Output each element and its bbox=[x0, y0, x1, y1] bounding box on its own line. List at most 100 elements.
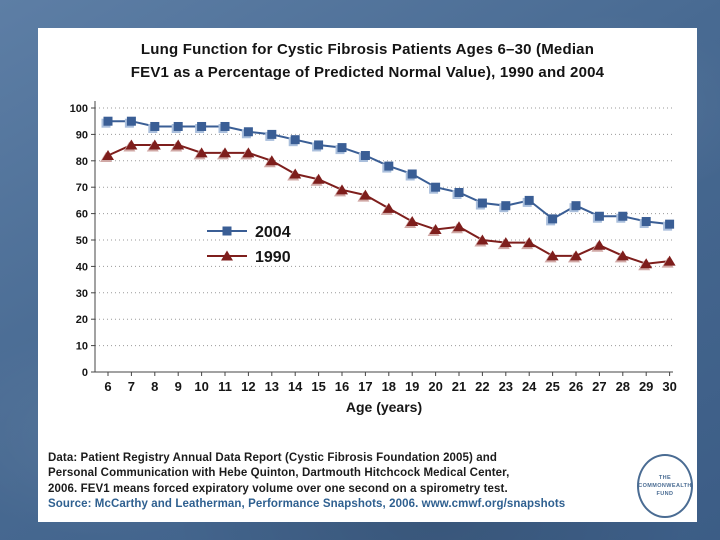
marker-2004-age-23 bbox=[501, 201, 511, 211]
marker-1990-age-19 bbox=[406, 216, 419, 227]
marker-1990-age-6 bbox=[102, 150, 114, 161]
marker-2004-age-26 bbox=[571, 201, 581, 211]
chart-title: Lung Function for Cystic Fibrosis Patien… bbox=[54, 39, 681, 84]
x-tick-label-7: 7 bbox=[128, 379, 135, 394]
marker-1990-age-27 bbox=[593, 239, 606, 250]
marker-1990-age-22 bbox=[476, 234, 489, 245]
footer-notes: Data: Patient Registry Annual Data Repor… bbox=[48, 451, 627, 513]
x-tick-label-27: 27 bbox=[592, 379, 606, 394]
marker-2004-age-8 bbox=[150, 121, 160, 131]
marker-2004-age-24 bbox=[524, 195, 534, 205]
marker-2004-age-30 bbox=[665, 219, 675, 229]
marker-1990-age-29 bbox=[640, 258, 653, 269]
marker-1990-age-28 bbox=[616, 250, 629, 261]
x-tick-label-28: 28 bbox=[616, 379, 630, 394]
marker-1990-age-18 bbox=[382, 202, 395, 213]
x-tick-label-11: 11 bbox=[218, 379, 232, 394]
marker-1990-age-15 bbox=[312, 173, 325, 184]
x-tick-label-20: 20 bbox=[428, 379, 442, 394]
y-tick-label-0: 0 bbox=[82, 367, 88, 379]
marker-1990-age-13 bbox=[265, 155, 278, 166]
y-tick-label-60: 60 bbox=[76, 209, 88, 221]
commonwealth-fund-logo: THE COMMONWEALTH FUND bbox=[637, 454, 693, 518]
marker-1990-age-9 bbox=[172, 139, 185, 150]
legend-marker-1990 bbox=[221, 250, 233, 261]
legend-label-2004: 2004 bbox=[255, 224, 291, 241]
marker-2004-age-12 bbox=[243, 127, 253, 137]
y-tick-label-100: 100 bbox=[70, 103, 88, 115]
x-axis-label: Age (years) bbox=[346, 399, 422, 415]
chart-canvas: 0 10 20 30 40 50 60 70 80 90 100 6 7 8 9 10 11 12 13 14 15 16… bbox=[70, 101, 677, 415]
y-tick-label-50: 50 bbox=[76, 235, 88, 247]
marker-1990-age-17 bbox=[359, 189, 372, 200]
fev1-line-chart: 0 10 20 30 40 50 60 70 80 90 100 6 7 8 9 10 11 12 13 14 15 16… bbox=[55, 94, 700, 450]
slide-content-panel: Lung Function for Cystic Fibrosis Patien… bbox=[38, 28, 697, 522]
y-tick-label-40: 40 bbox=[76, 261, 88, 273]
x-tick-label-10: 10 bbox=[194, 379, 208, 394]
marker-2004-age-22 bbox=[477, 198, 487, 208]
marker-2004-age-13 bbox=[267, 129, 277, 139]
logo-line-2: COMMONWEALTH bbox=[638, 482, 692, 489]
x-tick-label-24: 24 bbox=[522, 379, 537, 394]
x-tick-label-8: 8 bbox=[151, 379, 158, 394]
chart-title-line-2: FEV1 as a Percentage of Predicted Normal… bbox=[130, 63, 605, 81]
marker-1990-age-26 bbox=[570, 250, 582, 261]
x-tick-label-18: 18 bbox=[382, 379, 396, 394]
marker-1990-age-21 bbox=[453, 221, 465, 232]
marker-1990-age-14 bbox=[289, 168, 302, 179]
x-tick-label-25: 25 bbox=[545, 379, 559, 394]
x-tick-label-6: 6 bbox=[104, 379, 111, 394]
x-tick-label-14: 14 bbox=[288, 379, 303, 394]
y-tick-label-20: 20 bbox=[76, 314, 88, 326]
marker-2004-age-21 bbox=[454, 187, 464, 197]
y-tick-label-80: 80 bbox=[76, 156, 88, 168]
legend-label-1990: 1990 bbox=[255, 249, 291, 266]
marker-2004-age-19 bbox=[407, 169, 417, 179]
x-tick-label-15: 15 bbox=[311, 379, 325, 394]
marker-1990-age-23 bbox=[499, 237, 512, 248]
marker-2004-age-29 bbox=[641, 217, 651, 227]
marker-2004-age-7 bbox=[126, 116, 136, 126]
data-note-line-3: 2006. FEV1 means forced expiratory volum… bbox=[48, 482, 508, 495]
marker-1990-age-10 bbox=[195, 147, 208, 158]
data-note-line-2: Personal Communication with Hebe Quinton… bbox=[48, 467, 510, 480]
marker-2004-age-14 bbox=[290, 135, 300, 145]
marker-2004-age-6 bbox=[103, 116, 113, 126]
x-tick-label-13: 13 bbox=[265, 379, 279, 394]
marker-2004-age-10 bbox=[197, 121, 207, 131]
y-tick-label-30: 30 bbox=[76, 288, 88, 300]
marker-2004-age-20 bbox=[431, 182, 441, 192]
marker-1990-age-12 bbox=[242, 147, 255, 158]
marker-2004-age-17 bbox=[360, 151, 370, 161]
x-tick-label-12: 12 bbox=[241, 379, 255, 394]
x-tick-label-21: 21 bbox=[452, 379, 466, 394]
marker-1990-age-25 bbox=[546, 250, 559, 261]
legend-marker-2004 bbox=[222, 226, 232, 236]
marker-2004-age-25 bbox=[548, 214, 558, 224]
logo-line-3: FUND bbox=[656, 491, 674, 498]
logo-line-1: THE bbox=[658, 474, 672, 481]
marker-1990-age-7 bbox=[125, 139, 138, 150]
marker-1990-age-11 bbox=[219, 147, 231, 158]
marker-1990-age-30 bbox=[663, 255, 676, 266]
marker-2004-age-15 bbox=[314, 140, 324, 150]
x-tick-label-23: 23 bbox=[499, 379, 513, 394]
x-tick-label-17: 17 bbox=[358, 379, 372, 394]
y-tick-label-10: 10 bbox=[76, 341, 88, 353]
x-tick-label-26: 26 bbox=[569, 379, 583, 394]
chart-title-line-1: Lung Function for Cystic Fibrosis Patien… bbox=[140, 41, 595, 58]
x-tick-label-9: 9 bbox=[175, 379, 182, 394]
marker-2004-age-16 bbox=[337, 143, 347, 153]
marker-1990-age-16 bbox=[336, 184, 348, 195]
source-line: Source: McCarthy and Leatherman, Perform… bbox=[48, 498, 566, 511]
x-tick-label-30: 30 bbox=[662, 379, 676, 394]
y-tick-label-70: 70 bbox=[76, 182, 88, 194]
marker-1990-age-24 bbox=[523, 237, 536, 248]
data-note-line-1: Data: Patient Registry Annual Data Repor… bbox=[48, 452, 498, 464]
x-tick-label-19: 19 bbox=[405, 379, 419, 394]
x-tick-label-22: 22 bbox=[475, 379, 489, 394]
marker-2004-age-11 bbox=[220, 121, 230, 131]
marker-2004-age-9 bbox=[173, 121, 183, 131]
marker-1990-age-20 bbox=[429, 223, 442, 234]
marker-2004-age-18 bbox=[384, 161, 394, 171]
